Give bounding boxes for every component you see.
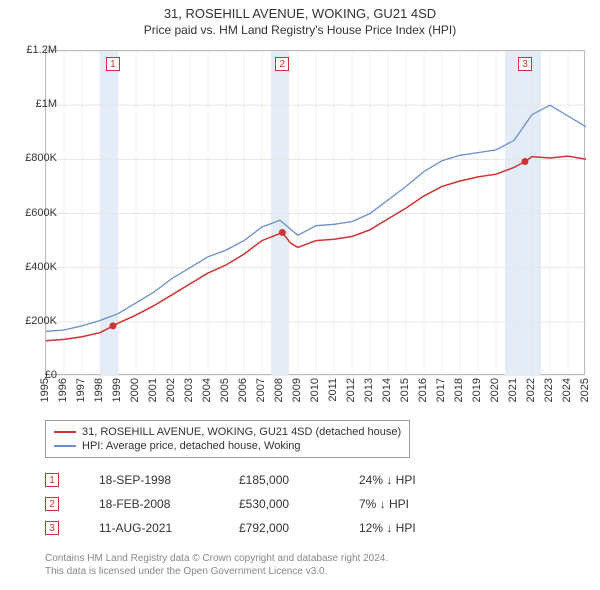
x-tick-label: 2004 <box>201 378 213 402</box>
legend-swatch <box>54 445 76 447</box>
x-tick-label: 2022 <box>525 378 537 402</box>
x-tick-label: 2012 <box>345 378 357 402</box>
event-row: 1 18-SEP-1998 £185,000 24% ↓ HPI <box>45 468 479 492</box>
chart-svg <box>46 51 586 376</box>
x-tick-label: 2006 <box>237 378 249 402</box>
event-diff: 7% ↓ HPI <box>359 497 479 511</box>
x-tick-label: 2001 <box>147 378 159 402</box>
event-diff: 12% ↓ HPI <box>359 521 479 535</box>
y-tick-label: £1.2M <box>7 44 57 56</box>
footer: Contains HM Land Registry data © Crown c… <box>45 552 388 578</box>
event-date: 11-AUG-2021 <box>99 521 199 535</box>
y-tick-label: £800K <box>7 152 57 164</box>
x-tick-label: 1997 <box>75 378 87 402</box>
legend-swatch <box>54 431 76 433</box>
x-tick-label: 1996 <box>57 378 69 402</box>
x-tick-label: 2007 <box>255 378 267 402</box>
event-marker: 1 <box>45 473 59 487</box>
x-tick-label: 2005 <box>219 378 231 402</box>
x-tick-label: 2008 <box>273 378 285 402</box>
chart-marker: 1 <box>106 57 120 71</box>
x-tick-label: 2013 <box>363 378 375 402</box>
event-price: £530,000 <box>239 497 319 511</box>
event-diff: 24% ↓ HPI <box>359 473 479 487</box>
x-tick-label: 2011 <box>327 378 339 402</box>
chart: 1 2 3 <box>45 50 585 375</box>
title: 31, ROSEHILL AVENUE, WOKING, GU21 4SD <box>0 0 600 21</box>
x-axis-labels: 1995199619971998199920002001200220032004… <box>45 378 585 418</box>
x-tick-label: 2016 <box>417 378 429 402</box>
event-marker: 2 <box>45 497 59 511</box>
x-tick-label: 2023 <box>543 378 555 402</box>
event-price: £185,000 <box>239 473 319 487</box>
event-row: 2 18-FEB-2008 £530,000 7% ↓ HPI <box>45 492 479 516</box>
y-tick-label: £400K <box>7 261 57 273</box>
legend-row: 31, ROSEHILL AVENUE, WOKING, GU21 4SD (d… <box>54 425 401 439</box>
y-tick-label: £600K <box>7 207 57 219</box>
y-tick-label: £200K <box>7 315 57 327</box>
x-tick-label: 2025 <box>579 378 591 402</box>
x-tick-label: 2021 <box>507 378 519 402</box>
event-marker: 3 <box>45 521 59 535</box>
legend: 31, ROSEHILL AVENUE, WOKING, GU21 4SD (d… <box>45 420 410 458</box>
chart-marker: 3 <box>518 57 532 71</box>
footer-line-2: This data is licensed under the Open Gov… <box>45 565 388 578</box>
x-tick-label: 1995 <box>39 378 51 402</box>
subtitle: Price paid vs. HM Land Registry's House … <box>0 21 600 41</box>
x-tick-label: 2010 <box>309 378 321 402</box>
x-tick-label: 2018 <box>453 378 465 402</box>
x-tick-label: 2024 <box>561 378 573 402</box>
chart-marker: 2 <box>275 57 289 71</box>
x-tick-label: 2003 <box>183 378 195 402</box>
y-tick-label: £1M <box>7 98 57 110</box>
x-tick-label: 2015 <box>399 378 411 402</box>
event-date: 18-SEP-1998 <box>99 473 199 487</box>
sale-events: 1 18-SEP-1998 £185,000 24% ↓ HPI 2 18-FEB-200… <box>45 468 479 540</box>
x-tick-label: 2000 <box>129 378 141 402</box>
x-tick-label: 1999 <box>111 378 123 402</box>
x-tick-label: 2009 <box>291 378 303 402</box>
event-date: 18-FEB-2008 <box>99 497 199 511</box>
event-price: £792,000 <box>239 521 319 535</box>
x-tick-label: 2014 <box>381 378 393 402</box>
legend-label: 31, ROSEHILL AVENUE, WOKING, GU21 4SD (d… <box>82 426 401 438</box>
legend-label: HPI: Average price, detached house, Woki… <box>82 440 301 452</box>
x-tick-label: 1998 <box>93 378 105 402</box>
x-tick-label: 2019 <box>471 378 483 402</box>
x-tick-label: 2020 <box>489 378 501 402</box>
legend-row: HPI: Average price, detached house, Woki… <box>54 439 401 453</box>
event-row: 3 11-AUG-2021 £792,000 12% ↓ HPI <box>45 516 479 540</box>
footer-line-1: Contains HM Land Registry data © Crown c… <box>45 552 388 565</box>
x-tick-label: 2002 <box>165 378 177 402</box>
page: 31, ROSEHILL AVENUE, WOKING, GU21 4SD Pr… <box>0 0 600 590</box>
x-tick-label: 2017 <box>435 378 447 402</box>
